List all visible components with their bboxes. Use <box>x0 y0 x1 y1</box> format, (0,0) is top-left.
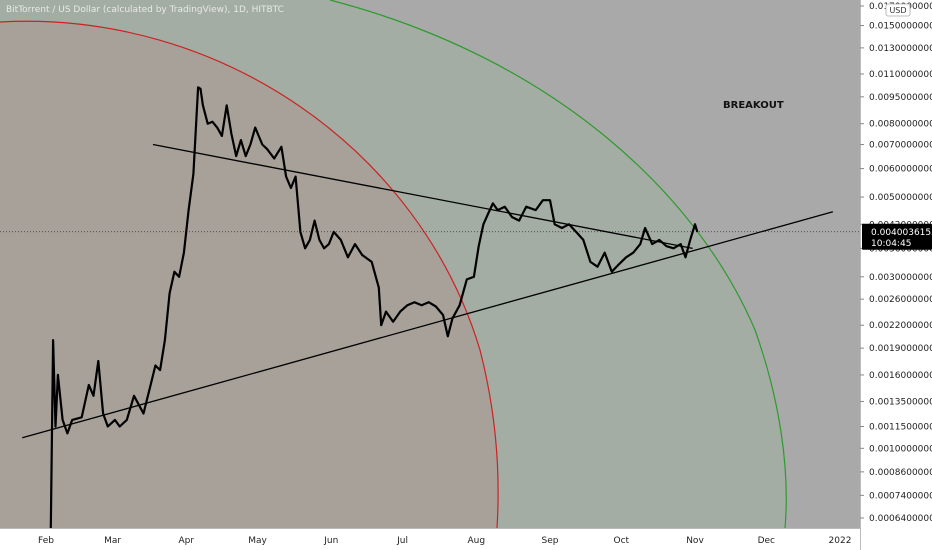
y-tick-label: 0.0110000000 <box>869 70 932 80</box>
chart-title: BitTorrent / US Dollar (calculated by Tr… <box>6 5 284 15</box>
y-tick-label: 0.0080000000 <box>869 120 932 130</box>
y-tick-label: 0.0070000000 <box>869 141 932 151</box>
x-tick-label: Sep <box>542 536 559 546</box>
red-arc-zone <box>0 21 499 528</box>
price-axis-panel[interactable] <box>860 0 932 550</box>
y-tick-label: 0.0007400000 <box>869 491 932 501</box>
currency-badge-text: USD <box>889 6 906 15</box>
currency-badge-box <box>885 3 911 17</box>
last-price-value: 0.0040036153 <box>871 228 932 238</box>
time-axis-panel[interactable] <box>0 528 860 550</box>
x-tick-labels: Feb Mar Apr May Jun Jul Aug Sep Oct Nov Dec 2022 <box>38 536 851 546</box>
red-arc <box>0 20 499 528</box>
x-tick-label: Aug <box>468 536 486 546</box>
x-tick-label: Feb <box>38 536 54 546</box>
plot-area[interactable] <box>0 0 860 528</box>
y-tick-label: 0.0008600000 <box>869 468 932 478</box>
x-tick-label: Oct <box>614 536 630 546</box>
time-axis[interactable]: Feb Mar Apr May Jun Jul Aug Sep Oct Nov Dec 2022 <box>0 528 860 550</box>
trendline-lower[interactable] <box>22 211 834 439</box>
y-tick-label: 0.0022000000 <box>869 321 932 331</box>
y-tick-label: 0.0026000000 <box>869 295 932 305</box>
last-price-badge[interactable]: 0.0040036153 10:04:45 <box>862 223 932 250</box>
currency-badge[interactable]: USD <box>885 3 911 17</box>
x-tick-label: Jul <box>396 536 408 546</box>
price-series-line[interactable] <box>49 86 699 528</box>
x-tick-label: Apr <box>179 536 195 546</box>
y-tick-label: 0.0150000000 <box>869 22 932 32</box>
green-arc <box>329 0 787 528</box>
y-tick-label: 0.0013500000 <box>869 398 932 408</box>
x-tick-label: Mar <box>104 536 121 546</box>
y-tick-label: 0.0006400000 <box>869 514 932 524</box>
y-tick-label: 0.0060000000 <box>869 165 932 175</box>
y-tick-label: 0.0011500000 <box>869 423 932 433</box>
last-price-badge-box <box>862 223 932 250</box>
x-tick-label: Jun <box>323 536 338 546</box>
y-tick-label: 0.0016000000 <box>869 371 932 381</box>
bar-countdown: 10:04:45 <box>871 239 911 249</box>
y-tick-label: 0.0030000000 <box>869 273 932 283</box>
y-tick-label: 0.0010000000 <box>869 444 932 454</box>
y-tick-label: 0.0019000000 <box>869 344 932 354</box>
trendline-upper[interactable] <box>152 143 693 249</box>
y-tick-label: 0.0130000000 <box>869 44 932 54</box>
x-tick-label: May <box>248 536 267 546</box>
breakout-annotation[interactable]: BREAKOUT <box>723 100 784 111</box>
price-axis[interactable]: 0.01700000000.01500000000.01300000000.01… <box>860 0 932 550</box>
x-tick-label: Nov <box>686 536 704 546</box>
y-tick-label: 0.0050000000 <box>869 193 932 203</box>
x-tick-label: Dec <box>758 536 775 546</box>
x-tick-label: 2022 <box>829 536 852 546</box>
y-tick-label: 0.0095000000 <box>869 93 932 103</box>
